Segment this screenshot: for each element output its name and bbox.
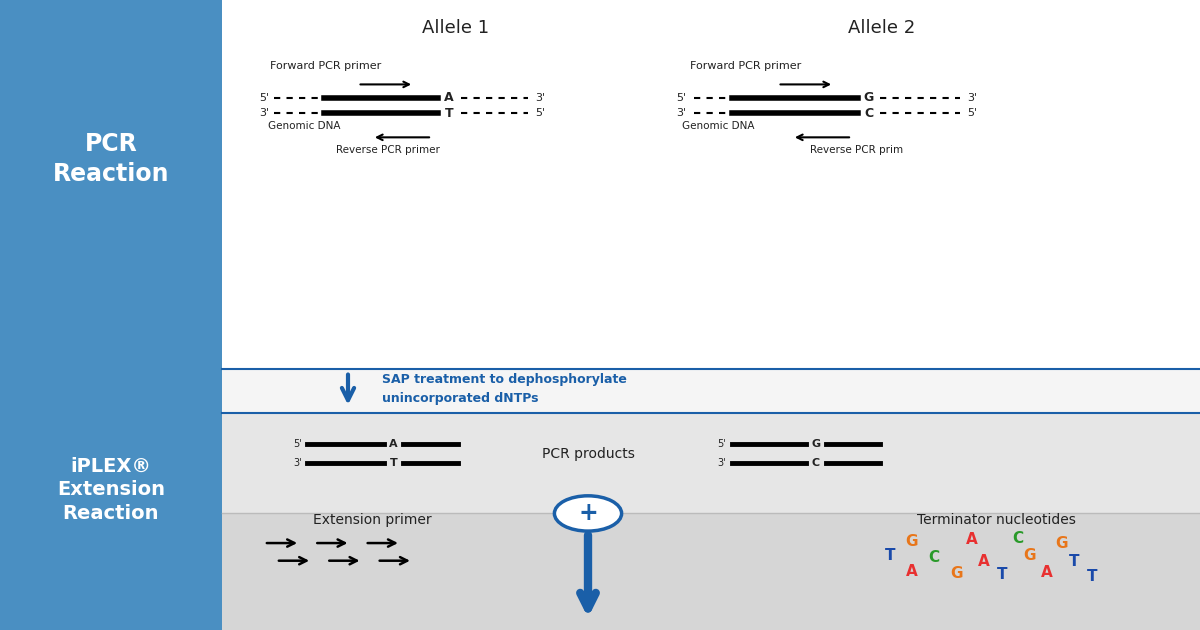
Text: T: T bbox=[1069, 554, 1079, 570]
Text: PCR products: PCR products bbox=[541, 447, 635, 461]
Text: 3': 3' bbox=[294, 458, 302, 468]
Text: A: A bbox=[978, 554, 990, 570]
Text: G: G bbox=[1024, 548, 1036, 563]
Circle shape bbox=[554, 496, 622, 531]
Text: 3': 3' bbox=[677, 108, 686, 118]
Text: A: A bbox=[906, 564, 918, 579]
Text: T: T bbox=[444, 107, 454, 120]
Text: A: A bbox=[389, 439, 398, 449]
Text: SAP treatment to dephosphorylate: SAP treatment to dephosphorylate bbox=[382, 373, 626, 386]
Text: 5': 5' bbox=[718, 439, 726, 449]
Text: T: T bbox=[390, 458, 397, 468]
Text: Reverse PCR prim: Reverse PCR prim bbox=[810, 145, 904, 155]
Text: C: C bbox=[864, 107, 874, 120]
Text: G: G bbox=[1056, 536, 1068, 551]
Bar bbox=[222, 0, 1200, 369]
Text: G: G bbox=[864, 91, 874, 104]
Text: Reverse PCR primer: Reverse PCR primer bbox=[336, 145, 439, 155]
Text: 3': 3' bbox=[718, 458, 726, 468]
Text: T: T bbox=[997, 567, 1007, 582]
Text: Forward PCR primer: Forward PCR primer bbox=[270, 61, 382, 71]
Text: C: C bbox=[1012, 530, 1024, 546]
Text: Genomic DNA: Genomic DNA bbox=[682, 121, 754, 131]
Text: A: A bbox=[444, 91, 454, 104]
Text: +: + bbox=[578, 501, 598, 525]
Bar bbox=[0, 0, 222, 630]
Text: Terminator nucleotides: Terminator nucleotides bbox=[917, 513, 1075, 527]
Text: unincorporated dNTPs: unincorporated dNTPs bbox=[382, 392, 538, 404]
Text: C: C bbox=[928, 550, 940, 565]
Text: 5': 5' bbox=[294, 439, 302, 449]
Text: Extension primer: Extension primer bbox=[313, 513, 431, 527]
Text: Allele 2: Allele 2 bbox=[848, 20, 916, 37]
Text: Allele 1: Allele 1 bbox=[422, 20, 490, 37]
Bar bbox=[222, 413, 1200, 630]
Text: iPLEX®
Extension
Reaction: iPLEX® Extension Reaction bbox=[58, 457, 166, 523]
Text: 3': 3' bbox=[967, 93, 977, 103]
Text: PCR
Reaction: PCR Reaction bbox=[53, 132, 169, 186]
Text: Forward PCR primer: Forward PCR primer bbox=[690, 61, 802, 71]
Text: T: T bbox=[1087, 569, 1097, 584]
Text: 3': 3' bbox=[259, 108, 269, 118]
Text: G: G bbox=[906, 534, 918, 549]
Text: G: G bbox=[950, 566, 962, 581]
Text: T: T bbox=[886, 548, 895, 563]
Text: 3': 3' bbox=[535, 93, 545, 103]
Text: 5': 5' bbox=[535, 108, 545, 118]
Text: C: C bbox=[812, 458, 820, 468]
Text: 5': 5' bbox=[259, 93, 269, 103]
Text: A: A bbox=[966, 532, 978, 547]
Text: Genomic DNA: Genomic DNA bbox=[268, 121, 340, 131]
Text: 5': 5' bbox=[677, 93, 686, 103]
Bar bbox=[222, 369, 1200, 413]
Text: G: G bbox=[811, 439, 821, 449]
Text: A: A bbox=[1040, 564, 1052, 580]
Bar bbox=[222, 513, 1200, 630]
Text: 5': 5' bbox=[967, 108, 977, 118]
